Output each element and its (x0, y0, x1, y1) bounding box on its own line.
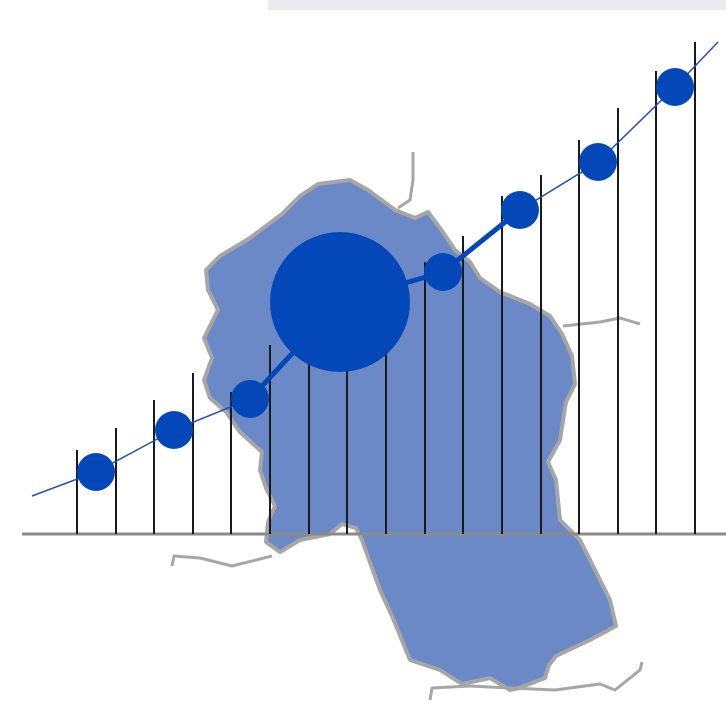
data-marker (656, 68, 694, 106)
river-line (563, 318, 640, 326)
data-marker (501, 191, 539, 229)
data-marker (579, 143, 617, 181)
river-line (172, 556, 272, 566)
river-line (398, 152, 413, 208)
data-marker (231, 380, 269, 418)
data-marker (424, 253, 462, 291)
region-map-shape (204, 180, 616, 690)
data-marker (77, 453, 115, 491)
data-marker (155, 411, 193, 449)
region-map (172, 152, 642, 700)
highlight-marker (270, 232, 410, 372)
